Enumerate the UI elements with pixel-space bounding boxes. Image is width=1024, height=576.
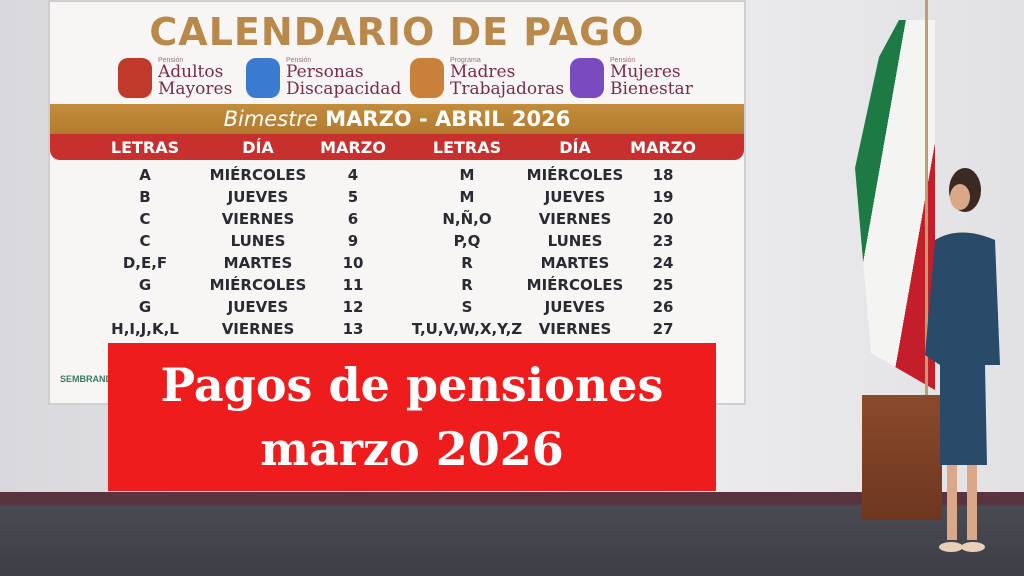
table-cell: MIÉRCOLES [209, 276, 307, 294]
bimestre-label: Bimestre [223, 107, 318, 131]
table-cell: 10 [342, 254, 364, 272]
table-cell: JUEVES [227, 188, 289, 206]
program-name-2: Discapacidad [286, 79, 402, 99]
podium [862, 395, 942, 520]
program-icon [246, 57, 280, 98]
table-cell: 6 [347, 210, 359, 228]
table-cell: P,Q [453, 232, 481, 250]
program-name-2: Mayores [158, 79, 233, 99]
program-name-2: Bienestar [610, 79, 693, 99]
table-cell: VIERNES [221, 320, 295, 338]
table-cell: 18 [652, 166, 674, 184]
table-cell: R [461, 254, 473, 272]
table-cell: MARTES [223, 254, 293, 272]
table-cell: T,U,V,W,X,Y,Z [411, 320, 523, 338]
headline-line-1: Pagos de pensiones [160, 358, 664, 412]
table-cell: JUEVES [227, 298, 289, 316]
stage-floor [0, 492, 1024, 576]
header-cell: DÍA [559, 138, 591, 157]
program-icon [118, 57, 152, 98]
program-prefix: Programa [450, 57, 481, 64]
header-cell: MARZO [630, 138, 696, 157]
table-cell: 13 [342, 320, 364, 338]
program-name-2: Trabajadoras [450, 79, 565, 99]
table-cell: 27 [652, 320, 674, 338]
table-cell: B [139, 188, 151, 206]
table-cell: S [461, 298, 473, 316]
table-cell: C [139, 210, 151, 228]
table-cell: MIÉRCOLES [209, 166, 307, 184]
table-cell: 5 [347, 188, 359, 206]
program-name-1: Madres [450, 62, 516, 82]
table-cell: A [139, 166, 151, 184]
table-cell: MIÉRCOLES [526, 166, 624, 184]
headline-line-2: marzo 2026 [260, 422, 564, 476]
table-cell: 4 [347, 166, 359, 184]
table-cell: 20 [652, 210, 674, 228]
table-cell: 11 [342, 276, 364, 294]
table-cell: D,E,F [122, 254, 168, 272]
table-cell: VIERNES [538, 320, 612, 338]
table-cell: G [138, 276, 152, 294]
table-cell: M [459, 188, 475, 206]
table-cell: G [138, 298, 152, 316]
program-3: Pensión Mujeres Bienestar [570, 57, 693, 98]
table-cell: MARTES [540, 254, 610, 272]
table-cell: 26 [652, 298, 674, 316]
program-icon [570, 57, 604, 98]
bimestre-period: MARZO - ABRIL 2026 [317, 107, 571, 131]
program-prefix: Pensión [610, 57, 636, 64]
program-name-1: Personas [286, 62, 364, 82]
table-cell: 9 [347, 232, 359, 250]
flagpole [925, 0, 928, 400]
table-cell: JUEVES [544, 298, 606, 316]
table-cell: 12 [342, 298, 364, 316]
header-cell: LETRAS [110, 138, 180, 157]
program-name-1: Adultos [158, 62, 224, 82]
table-cell: N,Ñ,O [442, 210, 492, 228]
table-cell: LUNES [547, 232, 603, 250]
table-cell: 23 [652, 232, 674, 250]
program-name-1: Mujeres [610, 62, 681, 82]
calendar-screen: CALENDARIO DE PAGO Pensión Adultos Mayores… [48, 0, 746, 405]
table-cell: MIÉRCOLES [526, 276, 624, 294]
table-cell: M [459, 166, 475, 184]
headline-overlay: Pagos de pensiones marzo 2026 [108, 343, 716, 491]
program-prefix: Pensión [158, 57, 184, 64]
table-cell: 25 [652, 276, 674, 294]
program-1: Pensión Personas Discapacidad [246, 57, 401, 98]
table-cell: C [139, 232, 151, 250]
table-cell: VIERNES [538, 210, 612, 228]
speaker-figure [925, 168, 1000, 552]
table-header: LETRAS DÍA MARZO LETRAS DÍA MARZO [50, 134, 744, 160]
sembrando-vida-logo: SEMBRANDO VIDA [60, 374, 144, 384]
bimestre-band: Bimestre MARZO - ABRIL 2026 [50, 104, 744, 134]
table-cell: 24 [652, 254, 674, 272]
calendar-title: CALENDARIO DE PAGO [149, 10, 645, 54]
header-cell: LETRAS [432, 138, 502, 157]
table-cell: H,I,J,K,L [111, 320, 179, 338]
table-cell: VIERNES [221, 210, 295, 228]
program-icon [410, 57, 444, 98]
table-cell: LUNES [230, 232, 286, 250]
header-cell: MARZO [320, 138, 386, 157]
program-2: Programa Madres Trabajadoras [410, 57, 564, 98]
table-cell: R [461, 276, 473, 294]
program-prefix: Pensión [286, 57, 312, 64]
table-cell: 19 [652, 188, 674, 206]
program-0: Pensión Adultos Mayores [118, 57, 232, 98]
table-cell: JUEVES [544, 188, 606, 206]
header-cell: DÍA [242, 138, 274, 157]
